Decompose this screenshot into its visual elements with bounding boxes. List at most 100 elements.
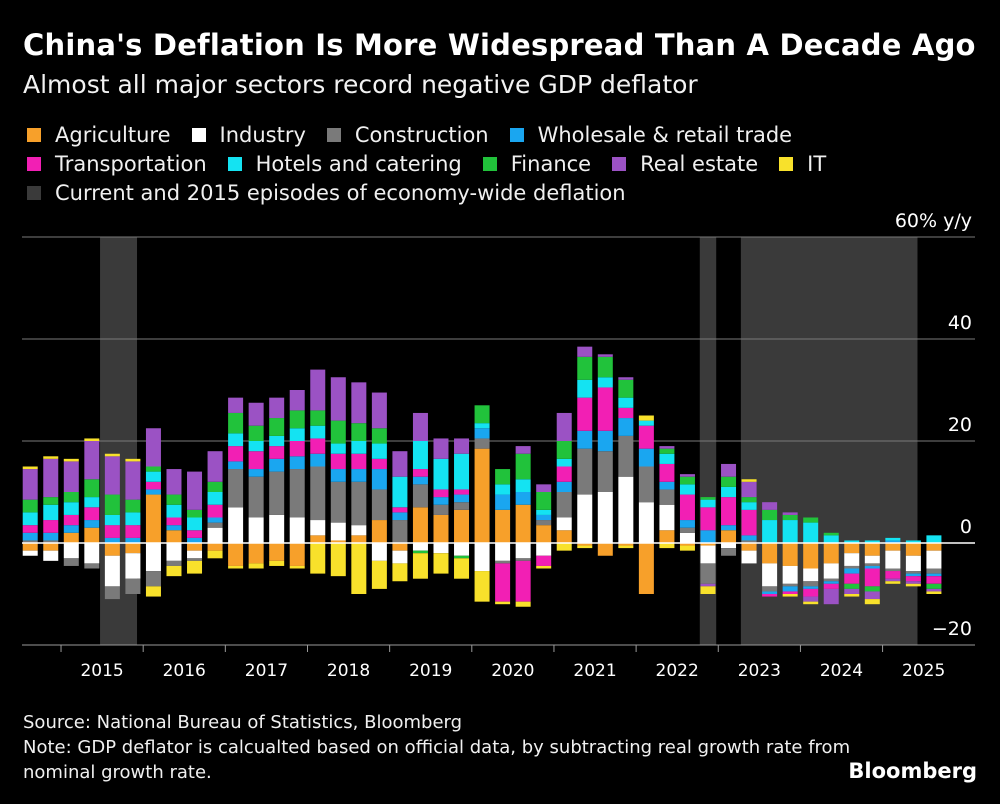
bar-segment-transportation <box>721 497 737 526</box>
bar-segment-finance <box>762 509 778 521</box>
bar-segment-finance <box>700 497 716 500</box>
bar-segment-it <box>905 583 921 587</box>
bar-segment-transportation <box>864 568 880 587</box>
bar-segment-agriculture <box>412 507 428 543</box>
legend-swatch <box>227 156 242 171</box>
bar-segment-hotels-and-catering <box>187 517 203 531</box>
bar-segment-it <box>474 571 490 602</box>
x-tick-label: 2017 <box>245 661 288 681</box>
bar-segment-construction <box>864 563 880 566</box>
bar-segment-industry <box>474 543 490 572</box>
bar-segment-wholesale-retail-trade <box>700 530 716 543</box>
bar-segment-real-estate <box>330 377 346 421</box>
bar-segment-real-estate <box>803 596 819 602</box>
legend-label: Transportation <box>55 151 207 176</box>
bar-segment-wholesale-retail-trade <box>905 573 921 577</box>
y-tick-label: 0 <box>960 516 972 538</box>
bar-segment-it <box>782 594 798 597</box>
bar-segment-hotels-and-catering <box>679 484 695 495</box>
legend-row: Transportation Hotels and catering Finan… <box>27 149 987 178</box>
bar-segment-industry <box>187 550 203 559</box>
bar-segment-transportation <box>556 466 572 482</box>
bar-segment-construction <box>495 560 511 564</box>
bar-segment-hotels-and-catering <box>207 492 223 505</box>
bar-segment-it <box>371 560 387 589</box>
bar-segment-hotels-and-catering <box>495 484 511 495</box>
bar-segment-real-estate <box>289 390 305 411</box>
bar-segment-agriculture <box>125 543 141 554</box>
bar-segment-real-estate <box>844 588 860 594</box>
bar-segment-industry <box>454 543 470 556</box>
bar-segment-wholesale-retail-trade <box>22 532 38 541</box>
bar-segment-finance <box>104 494 120 515</box>
bar-segment-industry <box>371 543 387 561</box>
bar-segment-industry <box>145 543 161 572</box>
bar-segment-transportation <box>577 397 593 431</box>
bar-segment-agriculture <box>721 530 737 543</box>
bar-segment-it <box>392 563 408 582</box>
bar-segment-industry <box>289 517 305 543</box>
bar-segment-wholesale-retail-trade <box>638 448 654 467</box>
bar-segment-transportation <box>905 576 921 582</box>
bar-segment-transportation <box>228 446 244 462</box>
bar-segment-wholesale-retail-trade <box>84 520 100 528</box>
bar-segment-agriculture <box>392 543 408 551</box>
bar-segment-hotels-and-catering <box>515 479 531 492</box>
x-tick-label: 2020 <box>491 661 534 681</box>
legend-swatch <box>27 127 41 142</box>
y-tick-label: −20 <box>932 618 972 640</box>
legend-item-construction: Construction <box>326 123 489 147</box>
bar-segment-hotels-and-catering <box>823 535 839 543</box>
bar-segment-agriculture <box>474 448 490 543</box>
bar-segment-it <box>330 543 346 577</box>
bar-segment-finance <box>926 583 942 589</box>
bar-segment-wholesale-retail-trade <box>515 492 531 505</box>
bar-segment-hotels-and-catering <box>454 453 470 490</box>
bar-segment-agriculture <box>310 535 326 543</box>
bar-segment-finance <box>556 441 572 459</box>
bar-segment-transportation <box>187 530 203 538</box>
bar-segment-industry <box>228 507 244 543</box>
legend-label: Finance <box>510 151 592 176</box>
bar-segment-it <box>495 601 511 605</box>
y-unit-label: 60% y/y <box>895 210 972 232</box>
legend-item-hotels: Hotels and catering <box>227 152 462 176</box>
bar-segment-construction <box>125 578 141 594</box>
bar-segment-real-estate <box>885 578 901 582</box>
bar-segment-industry <box>618 476 634 543</box>
bar-segment-finance <box>248 425 264 441</box>
bar-segment-agriculture <box>454 509 470 543</box>
legend-row: Current and 2015 episodes of economy-wid… <box>27 178 987 207</box>
bar-segment-real-estate <box>679 474 695 477</box>
bar-segment-industry <box>741 550 757 564</box>
bar-segment-industry <box>782 565 798 584</box>
legend-row: Agriculture Industry Construction Wholes… <box>27 120 987 149</box>
bar-segment-transportation <box>104 525 120 538</box>
bar-segment-hotels-and-catering <box>659 453 675 464</box>
bar-segment-wholesale-retail-trade <box>248 469 264 477</box>
bar-segment-transportation <box>597 387 613 431</box>
legend-swatch <box>612 156 627 171</box>
bar-segment-industry <box>700 545 716 564</box>
bar-segment-industry <box>104 555 120 587</box>
bar-segment-transportation <box>823 583 839 589</box>
x-tick-label: 2018 <box>327 661 370 681</box>
bar-segment-finance <box>495 469 511 485</box>
bloomberg-logo: Bloomberg <box>848 759 977 783</box>
bar-segment-agriculture <box>536 525 552 543</box>
bar-segment-hotels-and-catering <box>412 441 428 470</box>
bar-segment-real-estate <box>84 441 100 480</box>
bar-segment-wholesale-retail-trade <box>433 497 449 505</box>
bar-segment-transportation <box>22 525 38 533</box>
bar-segment-industry <box>392 550 408 564</box>
bar-segment-construction <box>474 438 490 449</box>
bar-segment-finance <box>43 497 59 505</box>
bar-segment-industry <box>207 527 223 543</box>
bar-segment-it <box>84 438 100 441</box>
bar-segment-it <box>351 543 367 594</box>
bar-segment-transportation <box>43 520 59 533</box>
bar-segment-agriculture <box>618 543 634 546</box>
bar-segment-construction <box>700 563 716 584</box>
bar-segment-real-estate <box>577 346 593 357</box>
bar-segment-hotels-and-catering <box>597 377 613 388</box>
